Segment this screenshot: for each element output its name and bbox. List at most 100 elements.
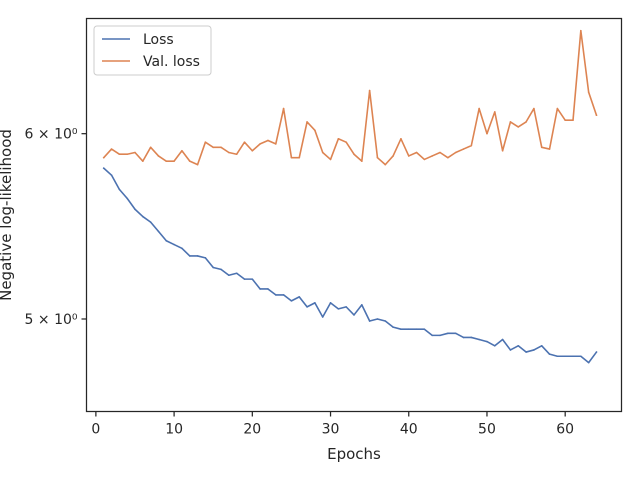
x-axis-label: Epochs [327, 445, 381, 463]
data-point-loss [376, 318, 379, 320]
data-point-loss [243, 278, 246, 280]
data-point-loss [142, 215, 144, 218]
data-point-loss [220, 268, 222, 271]
data-point-loss [134, 208, 136, 211]
data-point-loss [251, 278, 254, 280]
data-point-val-loss [196, 163, 199, 166]
data-point-val-loss [274, 143, 277, 145]
data-point-loss [110, 174, 113, 176]
data-point-val-loss [572, 119, 574, 122]
y-tick-label: 6 × 10⁰ [25, 127, 78, 143]
data-point-val-loss [228, 151, 230, 154]
data-point-loss [470, 336, 473, 339]
data-point-val-loss [361, 160, 363, 162]
data-point-val-loss [235, 153, 238, 156]
data-point-val-loss [157, 155, 160, 157]
data-point-val-loss [470, 144, 473, 147]
data-point-loss [228, 274, 230, 277]
legend-label-loss: Loss [143, 32, 174, 48]
data-point-loss [165, 239, 168, 242]
y-tick-label: 5 × 10⁰ [25, 312, 78, 328]
data-point-loss [259, 288, 261, 290]
series-line-loss [102, 167, 598, 364]
data-point-val-loss [353, 153, 355, 156]
data-point-val-loss [540, 146, 543, 149]
data-point-val-loss [290, 156, 293, 159]
data-point-val-loss [142, 160, 144, 162]
data-point-loss [118, 188, 121, 191]
data-point-val-loss [110, 148, 113, 150]
data-point-val-loss [329, 158, 332, 161]
data-point-loss [102, 167, 105, 169]
data-point-loss [314, 302, 316, 304]
data-point-loss [587, 361, 590, 364]
legend-label-val-loss: Val. loss [143, 54, 200, 70]
x-tick-label: 50 [478, 422, 496, 438]
data-point-val-loss [165, 160, 168, 162]
data-point-val-loss [220, 146, 222, 149]
data-point-val-loss [517, 126, 520, 128]
data-point-val-loss [149, 146, 152, 149]
data-point-val-loss [595, 114, 598, 117]
data-point-loss [517, 344, 520, 347]
data-point-val-loss [298, 156, 301, 159]
data-point-loss [509, 349, 512, 351]
data-point-val-loss [134, 151, 136, 154]
x-tick-label: 60 [556, 422, 574, 438]
data-point-loss [321, 316, 324, 318]
data-point-loss [564, 355, 566, 358]
data-point-loss [548, 353, 551, 355]
data-point-val-loss [415, 151, 418, 154]
data-point-val-loss [321, 151, 324, 154]
data-point-loss [540, 344, 543, 347]
data-point-val-loss [118, 153, 121, 156]
data-point-loss [212, 266, 215, 269]
data-point-val-loss [548, 148, 551, 150]
data-point-val-loss [533, 107, 535, 110]
x-ticks: 0 10 20 30 40 50 60 [91, 411, 574, 438]
data-point-val-loss [423, 158, 426, 161]
data-point-loss [345, 306, 347, 308]
data-point-val-loss [501, 149, 504, 152]
data-point-val-loss [314, 129, 316, 132]
data-point-loss [400, 328, 402, 331]
data-point-loss [423, 328, 426, 331]
x-tick-label: 40 [400, 422, 418, 438]
data-point-val-loss [447, 156, 449, 159]
data-point-loss [337, 308, 340, 310]
x-tick-label: 30 [322, 422, 340, 438]
data-point-val-loss [384, 163, 387, 166]
data-point-val-loss [251, 149, 254, 152]
data-point-loss [447, 332, 449, 335]
data-point-val-loss [337, 137, 340, 140]
data-point-val-loss [368, 89, 371, 92]
series-layer [102, 29, 598, 364]
data-point-loss [493, 344, 496, 347]
data-point-loss [556, 355, 559, 358]
data-point-loss [572, 355, 574, 358]
data-point-val-loss [259, 143, 261, 145]
data-point-loss [274, 294, 277, 296]
data-point-loss [525, 351, 527, 353]
data-point-val-loss [486, 132, 488, 135]
data-point-val-loss [431, 155, 434, 157]
data-point-val-loss [509, 121, 512, 123]
data-point-loss [329, 302, 332, 304]
y-axis-label: Negative log-likelihood [0, 129, 15, 301]
data-point-loss [290, 300, 293, 302]
data-point-loss [196, 255, 199, 257]
data-point-val-loss [478, 107, 480, 110]
data-point-val-loss [126, 153, 128, 156]
plot-frame [85, 17, 623, 413]
data-point-val-loss [462, 148, 465, 150]
data-point-val-loss [580, 29, 582, 32]
data-point-loss [454, 332, 457, 335]
data-point-loss [306, 306, 308, 308]
data-point-val-loss [173, 160, 175, 162]
data-point-loss [431, 334, 434, 337]
data-point-loss [353, 314, 355, 316]
data-point-loss [361, 304, 363, 306]
data-point-val-loss [493, 111, 496, 113]
